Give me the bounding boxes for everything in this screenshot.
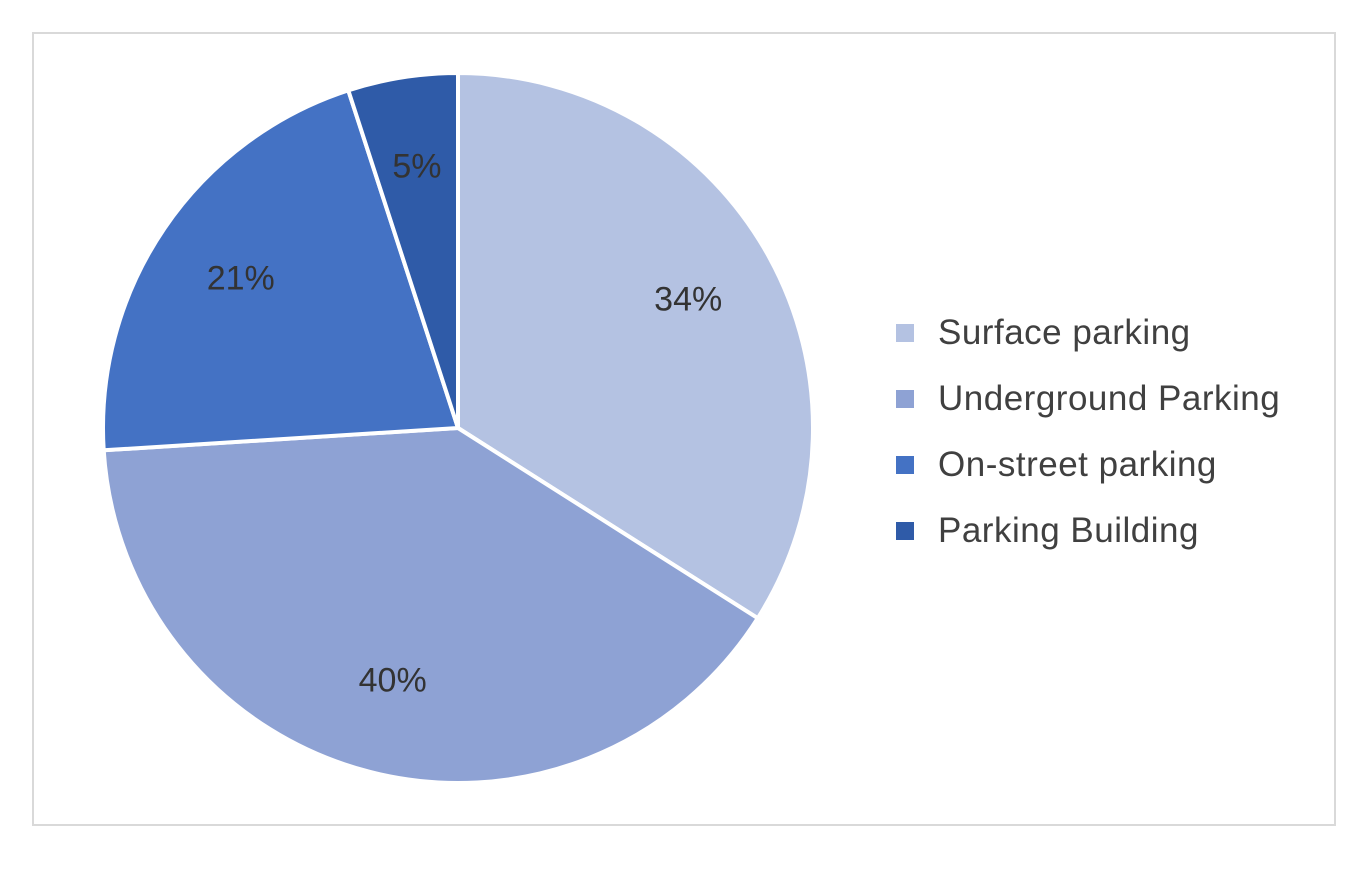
legend-item-surface-parking: Surface parking [896,300,1280,366]
legend-label-surface-parking: Surface parking [938,313,1191,352]
pie-slice-parking-building [346,71,460,430]
data-label-parking-building: 5% [392,148,441,186]
data-label-surface-parking: 34% [654,280,722,318]
pie-slice-underground-parking [101,426,760,785]
pie-slice-surface-parking [456,71,815,621]
legend-swatch-parking-building [896,522,914,540]
legend-item-parking-building: Parking Building [896,498,1280,564]
pie-data-labels: 34% 40% 21% 5% [207,148,723,700]
legend-label-underground-parking: Underground Parking [938,379,1281,418]
legend-swatch-surface-parking [896,324,914,342]
legend-item-on-street-parking: On-street parking [896,432,1280,498]
data-label-underground-parking: 40% [359,661,427,699]
pie-slice-on-street-parking [101,88,460,453]
legend-label-parking-building: Parking Building [938,511,1199,550]
legend: Surface parking Underground Parking On-s… [896,300,1280,564]
legend-swatch-underground-parking [896,390,914,408]
legend-item-underground-parking: Underground Parking [896,366,1280,432]
data-label-on-street-parking: 21% [207,259,275,297]
legend-label-on-street-parking: On-street parking [938,445,1217,484]
legend-swatch-on-street-parking [896,456,914,474]
pie-slices [101,71,815,785]
